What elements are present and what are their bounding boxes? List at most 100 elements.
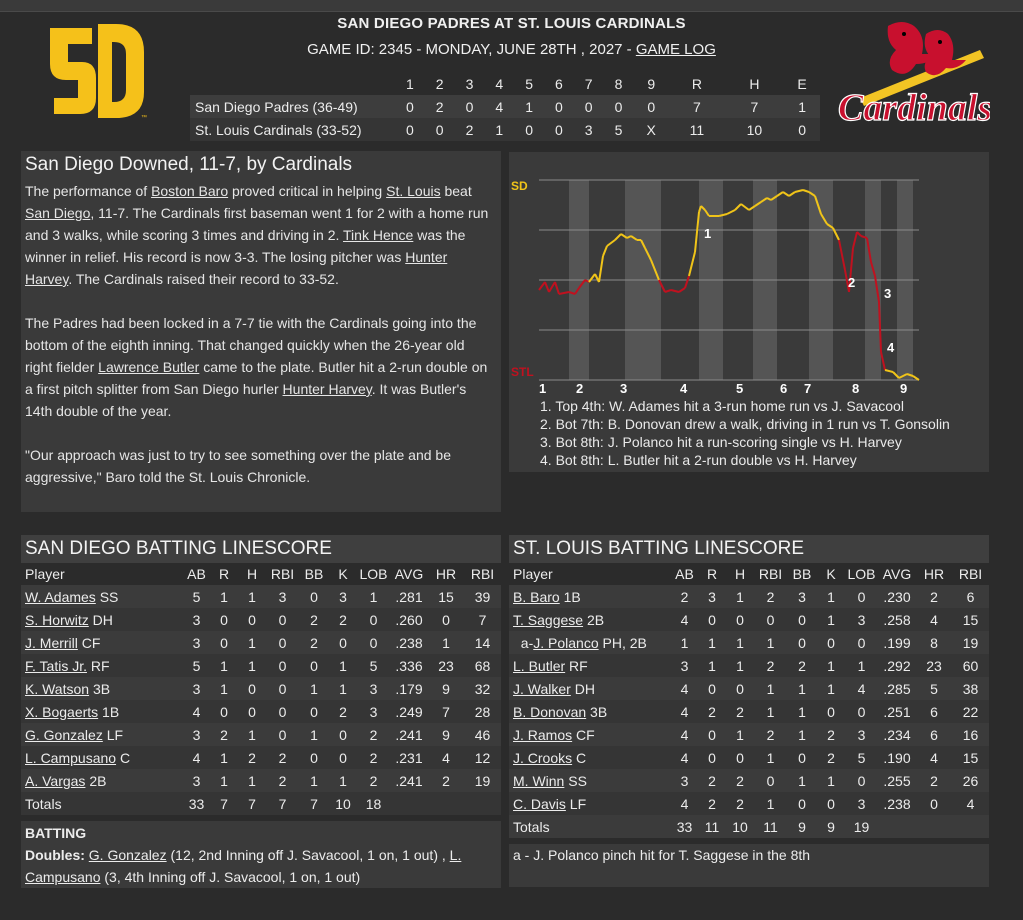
batter-row: L. Butler RF 3 1 1 2 2 1 1 .292 23 60 bbox=[509, 654, 989, 677]
stat-cell: 4 bbox=[680, 749, 689, 766]
stat-cell: 1 bbox=[339, 657, 347, 674]
stat-cell: 3 bbox=[857, 795, 866, 812]
stat-cell: 4 bbox=[680, 611, 689, 628]
player-link[interactable]: J. Crooks bbox=[513, 749, 573, 766]
player-link[interactable]: G. Gonzalez bbox=[88, 847, 167, 863]
stat-cell: 0 bbox=[220, 703, 228, 720]
player-link[interactable]: J. Ramos bbox=[513, 726, 573, 743]
stat-cell: 46 bbox=[474, 726, 491, 743]
stat-cell: 0 bbox=[857, 634, 866, 651]
batting-header-row: Player AB R H RBI BB K LOB AVG HR RBI bbox=[21, 563, 501, 585]
player-link[interactable]: M. Winn bbox=[513, 772, 565, 789]
player-link[interactable]: Boston Baro bbox=[151, 183, 229, 199]
player-link[interactable]: L. Campusano bbox=[25, 847, 462, 885]
score-cell: 0 bbox=[465, 98, 474, 115]
column-header: BB bbox=[299, 563, 329, 585]
score-cell: 0 bbox=[554, 98, 563, 115]
stat-cell: .199 bbox=[883, 634, 911, 651]
player-link[interactable]: A. Vargas bbox=[25, 772, 86, 789]
stat-cell: 0 bbox=[339, 726, 347, 743]
stat-cell: 60 bbox=[962, 657, 979, 674]
player-link[interactable]: Tink Hence bbox=[343, 227, 414, 243]
probability-segment bbox=[848, 247, 854, 293]
column-header: Player bbox=[509, 563, 671, 585]
player-link[interactable]: J. Walker bbox=[513, 680, 571, 697]
inning-tick-label: 2 bbox=[576, 381, 583, 396]
probability-segment bbox=[856, 231, 862, 237]
player-link[interactable]: J. Merrill bbox=[25, 634, 78, 651]
batter-row: L. Campusano C 4 1 2 2 0 0 2.231 4 12 bbox=[21, 746, 501, 769]
column-header: LOB bbox=[845, 563, 878, 585]
player-cell: G. Gonzalez LF bbox=[21, 723, 183, 746]
stat-cell: 3 bbox=[798, 588, 806, 605]
inning-header: 5 bbox=[525, 75, 533, 92]
stat-cell: 3 bbox=[680, 772, 689, 789]
player-link[interactable]: Hunter Harvey bbox=[282, 381, 372, 397]
stat-cell: 0 bbox=[827, 795, 835, 812]
player-link[interactable]: C. Davis bbox=[513, 795, 566, 812]
stat-cell: 1 bbox=[220, 749, 228, 766]
game-linescore: 1 2 3 4 5 6 7 8 9 R H E San Diego Padres… bbox=[190, 72, 820, 141]
sd-batting-title: SAN DIEGO BATTING LINESCORE bbox=[21, 535, 501, 563]
stat-cell: 0 bbox=[339, 749, 347, 766]
stat-cell: 2 bbox=[736, 703, 744, 720]
stl-footnote: a - J. Polanco pinch hit for T. Saggese … bbox=[509, 844, 989, 887]
player-position: C bbox=[116, 749, 131, 766]
stat-cell: 1 bbox=[310, 680, 318, 697]
stl-side-label: STL bbox=[511, 365, 534, 379]
stat-cell: 11 bbox=[704, 818, 720, 835]
player-link[interactable]: San Diego bbox=[25, 205, 91, 221]
stat-cell: 0 bbox=[278, 680, 287, 697]
stat-cell: 1 bbox=[827, 588, 835, 605]
player-link[interactable]: B. Baro bbox=[513, 588, 560, 605]
player-link[interactable]: Hunter Harvey bbox=[25, 249, 448, 287]
stat-cell: 5 bbox=[930, 680, 938, 697]
column-header: R bbox=[698, 563, 726, 585]
player-link[interactable]: S. Horwitz bbox=[25, 611, 89, 628]
column-header: HR bbox=[428, 563, 464, 585]
stat-cell: 3 bbox=[680, 657, 689, 674]
score-cell: 0 bbox=[525, 121, 533, 138]
player-cell: A. Vargas 2B bbox=[21, 769, 183, 792]
player-position: 2B bbox=[583, 611, 605, 628]
stat-cell: 0 bbox=[369, 611, 378, 628]
text-run: proved critical in helping bbox=[228, 183, 387, 199]
player-link[interactable]: G. Gonzalez bbox=[25, 726, 103, 743]
player-link[interactable]: X. Bogaerts bbox=[25, 703, 99, 720]
stat-cell: 0 bbox=[736, 749, 744, 766]
player-cell: M. Winn SS bbox=[509, 769, 671, 792]
probability-segment bbox=[766, 197, 772, 201]
game-log-link[interactable]: GAME LOG bbox=[635, 41, 716, 58]
player-link[interactable]: T. Saggese bbox=[513, 611, 584, 628]
probability-segment bbox=[718, 213, 728, 217]
player-link[interactable]: B. Donovan bbox=[513, 703, 587, 720]
player-link[interactable]: Lawrence Butler bbox=[98, 359, 200, 375]
player-link[interactable]: St. Louis bbox=[386, 183, 441, 199]
player-link[interactable]: L. Campusano bbox=[25, 749, 117, 766]
probability-segment bbox=[598, 255, 604, 283]
player-link[interactable]: L. Butler bbox=[513, 657, 566, 674]
top-bar bbox=[0, 0, 1023, 12]
player-link[interactable]: K. Watson bbox=[25, 680, 90, 697]
stat-cell: 2 bbox=[827, 726, 835, 743]
stat-cell: 1 bbox=[766, 680, 775, 697]
batter-row: C. Davis LF 4 2 2 1 0 0 3 .238 0 4 bbox=[509, 792, 989, 815]
stat-cell: 22 bbox=[962, 703, 979, 720]
player-link[interactable]: W. Adames bbox=[25, 588, 96, 605]
stat-cell: 1 bbox=[339, 772, 347, 789]
player-cell: L. Butler RF bbox=[509, 654, 671, 677]
stat-cell: 0 bbox=[798, 749, 806, 766]
stat-cell: .230 bbox=[883, 588, 911, 605]
player-link[interactable]: J. Polanco bbox=[533, 634, 599, 651]
player-link[interactable]: F. Tatis Jr. bbox=[25, 657, 87, 674]
player-position: 3B bbox=[586, 703, 608, 720]
stat-cell: 0 bbox=[310, 749, 318, 766]
stat-cell: 0 bbox=[278, 634, 287, 651]
batter-row: J. Walker DH 4 0 0 1 1 1 4 .285 5 38 bbox=[509, 677, 989, 700]
column-header: RBI bbox=[952, 563, 989, 585]
cardinals-wordmark: Cardinals bbox=[838, 87, 990, 129]
column-header: AVG bbox=[878, 563, 916, 585]
stat-cell: 1 bbox=[310, 726, 318, 743]
doubles-text: G. Gonzalez (12, 2nd Inning off J. Savac… bbox=[25, 847, 461, 885]
probability-segment bbox=[650, 259, 660, 281]
